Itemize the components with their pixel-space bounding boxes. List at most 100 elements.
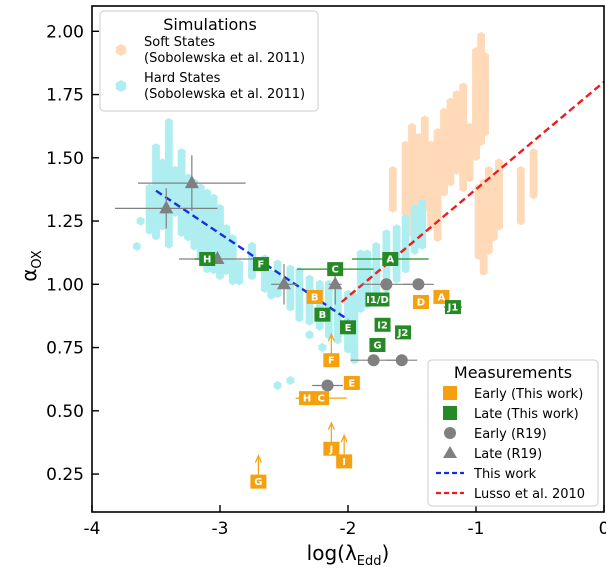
soft-state-marker (440, 187, 448, 197)
hard-state-marker (305, 316, 314, 326)
early-this-work-error-bar-limit-arrow (327, 421, 335, 430)
early-this-work-point: B (306, 289, 323, 304)
early-this-work-marker (343, 375, 360, 390)
late-this-work-label: I2 (377, 320, 388, 331)
late-this-work-marker (199, 252, 216, 266)
hard-state-marker (222, 266, 231, 276)
early-this-work-point: H (299, 391, 316, 406)
legend-label: Hard States (144, 71, 221, 86)
late-this-work-point: F (252, 257, 269, 272)
hard-state-marker (177, 228, 186, 237)
hard-state-marker (356, 304, 365, 313)
early-this-work-label: A (438, 292, 446, 303)
late-this-work-label: J2 (397, 328, 409, 339)
early-this-work-label: C (317, 394, 324, 405)
soft-state-marker (465, 173, 474, 183)
early-this-work-point: I (336, 454, 353, 469)
hard-state-marker (418, 240, 427, 250)
legend-swatch (444, 427, 456, 439)
hard-state-marker (164, 239, 173, 249)
early-r19-point (367, 354, 380, 367)
early-this-work-error-bar-limit-arrow (254, 454, 262, 463)
y-tick-label: 1.75 (46, 86, 84, 106)
legend-swatch (115, 44, 127, 56)
x-tick-label: -4 (84, 519, 101, 539)
axes-layer: -4 -3 -2 -1 0 0.25 0.50 0.75 1.00 1.25 1.50 1.75 2.0… (46, 22, 606, 539)
hard-state-marker (203, 264, 212, 274)
soft-state-marker (452, 165, 461, 175)
early-this-work-marker (299, 391, 316, 406)
early-this-work-error-bar-limit-arrow (327, 332, 335, 342)
legend-label: Late (R19) (474, 447, 542, 462)
y-tick-label: 0.25 (46, 465, 84, 485)
early-this-work-point: C (313, 391, 330, 406)
hard-state-marker (392, 274, 401, 284)
early-this-work-marker (250, 474, 267, 489)
late-this-work-marker (369, 338, 386, 353)
y-tick-label: 0.75 (46, 339, 84, 359)
late-r19-point (277, 276, 291, 290)
early-this-work-label: E (348, 378, 355, 389)
late-this-work-marker (374, 317, 391, 332)
early-this-work-label: B (311, 292, 319, 303)
late-this-work-point: H (199, 252, 216, 266)
late-this-work-label: F (258, 260, 265, 271)
early-this-work-label: J (328, 444, 333, 455)
early-this-work-label: I (342, 457, 346, 468)
legend-measurements: Measurements Early (This work) Late (This … (427, 359, 599, 507)
legend-box (427, 359, 599, 507)
early-this-work-marker (336, 454, 353, 469)
early-this-work-label: H (303, 394, 311, 405)
late-this-work-label: C (332, 265, 339, 276)
late-r19-point (184, 175, 199, 189)
hard-state-marker (410, 245, 419, 255)
y-axis-label: αOX (17, 250, 45, 282)
legend-title: Measurements (454, 363, 572, 382)
x-axis-label: log(λEdd) (307, 541, 390, 569)
soft-state-marker (401, 207, 410, 217)
soft-state-marker (477, 136, 485, 146)
hard-state-marker (286, 302, 295, 312)
early-this-work-point: D (412, 295, 429, 310)
x-tick-label: -3 (212, 519, 229, 539)
early-r19-point (380, 278, 393, 291)
late-this-work-label: G (373, 341, 381, 352)
hard-state-marker (273, 289, 282, 298)
late-r19-point (159, 200, 174, 214)
x-tick-label: -2 (340, 519, 357, 539)
late-this-work-point: A (382, 252, 399, 266)
legend-label: This work (473, 467, 537, 482)
late-this-work-point: B (314, 307, 331, 322)
early-this-work-label: F (328, 356, 335, 367)
soft-state-marker (388, 203, 397, 213)
legend-box (99, 10, 319, 112)
early-this-work-marker (412, 295, 429, 310)
hard-state-marker (235, 276, 244, 286)
hard-state-marker (171, 207, 180, 217)
hard-state-marker (136, 216, 145, 226)
early-r19-point (321, 379, 334, 392)
legend-label: Late (This work) (474, 407, 579, 422)
soft-state-marker (479, 266, 488, 276)
soft-state-marker (484, 245, 493, 255)
legend-label: Lusso et al. 2010 (474, 487, 585, 502)
legend-label: Early (This work) (474, 387, 583, 402)
soft-state-marker (481, 127, 489, 137)
hard-state-marker (209, 265, 218, 275)
legend-swatch (443, 446, 457, 458)
soft-state-marker (459, 183, 468, 193)
legend-label: Early (R19) (474, 427, 547, 442)
hard-state-marker (286, 375, 295, 385)
hard-state-marker (190, 241, 199, 251)
hard-state-marker (344, 344, 352, 354)
y-tick-label: 0.50 (46, 402, 84, 422)
legend-label: (Sobolewska et al. 2011) (144, 51, 305, 66)
early-this-work-label: D (417, 298, 425, 309)
hard-state-marker (295, 313, 304, 323)
hard-state-marker (158, 221, 167, 231)
late-this-work-point: J1 (444, 300, 461, 315)
late-this-work-label: B (319, 310, 327, 321)
late-this-work-point: E (340, 320, 356, 335)
